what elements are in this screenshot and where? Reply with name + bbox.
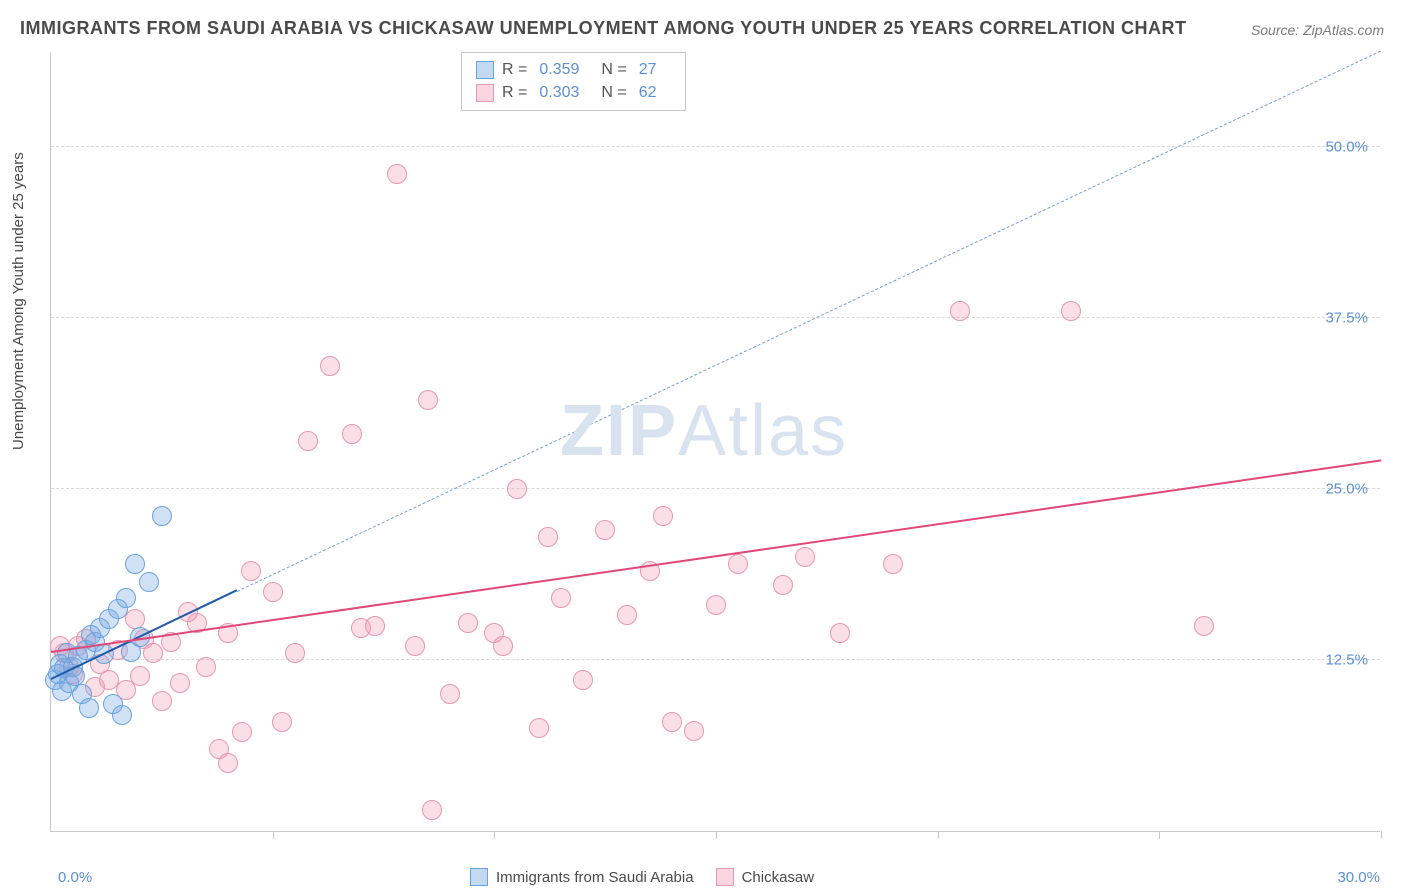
data-point [950,301,970,321]
x-tick [938,831,939,839]
data-point [795,547,815,567]
data-point [196,657,216,677]
data-point [595,520,615,540]
data-point [538,527,558,547]
x-tick [716,831,717,839]
gridline [51,317,1380,318]
data-point [152,691,172,711]
data-point [1194,616,1214,636]
legend-series-label: Chickasaw [742,869,815,886]
data-point [320,356,340,376]
x-axis-max-label: 30.0% [1337,869,1380,886]
data-point [365,616,385,636]
data-point [125,554,145,574]
data-point [218,753,238,773]
x-tick [273,831,274,839]
data-point [440,684,460,704]
data-point [573,670,593,690]
data-point [112,705,132,725]
source-label: Source: ZipAtlas.com [1251,22,1384,38]
data-point [773,575,793,595]
data-point [493,636,513,656]
data-point [405,636,425,656]
data-point [285,643,305,663]
legend-swatch [716,868,734,886]
data-point [662,712,682,732]
data-point [143,643,163,663]
legend-n-label: N = [601,58,626,81]
data-point [241,561,261,581]
data-point [130,666,150,686]
data-point [232,722,252,742]
data-point [170,673,190,693]
data-point [387,164,407,184]
y-tick-label: 12.5% [1325,651,1368,668]
data-point [298,431,318,451]
legend-swatch [476,61,494,79]
trend-line-extrapolated [237,50,1381,591]
legend-n-value: 62 [639,81,657,104]
data-point [507,479,527,499]
legend-r-label: R = [502,81,527,104]
legend-series-label: Immigrants from Saudi Arabia [496,869,694,886]
plot-area: R = 0.359 N = 27 R = 0.303 N = 62 50.0% 37.5% 25.… [50,52,1380,832]
legend-swatch [476,84,494,102]
data-point [728,554,748,574]
y-tick-label: 37.5% [1325,309,1368,326]
x-tick [1381,831,1382,839]
data-point [125,609,145,629]
data-point [272,712,292,732]
data-point [139,572,159,592]
data-point [79,698,99,718]
y-tick-label: 50.0% [1325,138,1368,155]
data-point [422,800,442,820]
y-axis-label: Unemployment Among Youth under 25 years [10,152,27,450]
data-point [418,390,438,410]
legend-row: R = 0.359 N = 27 [476,58,671,81]
legend-item: Chickasaw [716,868,815,886]
gridline [51,659,1380,660]
data-point [263,582,283,602]
legend-item: Immigrants from Saudi Arabia [470,868,694,886]
x-tick [494,831,495,839]
x-tick [1159,831,1160,839]
series-legend: Immigrants from Saudi Arabia Chickasaw [470,868,814,886]
data-point [342,424,362,444]
data-point [830,623,850,643]
data-point [152,506,172,526]
data-point [458,613,478,633]
y-tick-label: 25.0% [1325,480,1368,497]
data-point [116,588,136,608]
legend-row: R = 0.303 N = 62 [476,81,671,104]
data-point [653,506,673,526]
data-point [1061,301,1081,321]
legend-r-value: 0.303 [539,81,579,104]
data-point [706,595,726,615]
data-point [883,554,903,574]
data-point [551,588,571,608]
legend-n-label: N = [601,81,626,104]
data-point [684,721,704,741]
legend-r-value: 0.359 [539,58,579,81]
legend-n-value: 27 [639,58,657,81]
legend-r-label: R = [502,58,527,81]
chart-title: IMMIGRANTS FROM SAUDI ARABIA VS CHICKASA… [20,18,1187,39]
data-point [529,718,549,738]
legend-swatch [470,868,488,886]
x-axis-min-label: 0.0% [58,869,92,886]
correlation-legend: R = 0.359 N = 27 R = 0.303 N = 62 [461,52,686,111]
data-point [617,605,637,625]
